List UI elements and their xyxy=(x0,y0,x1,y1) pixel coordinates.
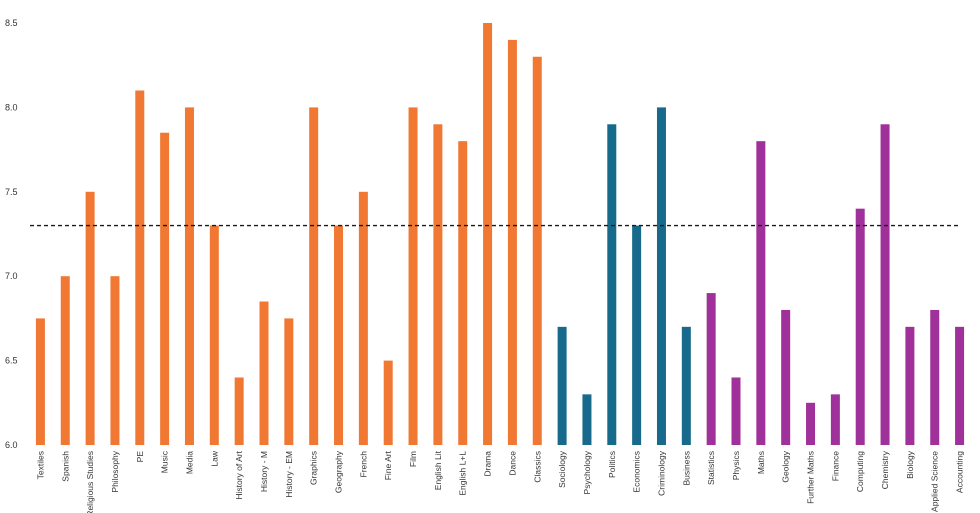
bar-media xyxy=(184,107,194,446)
x-tick-label: History - M xyxy=(259,451,269,492)
x-tick-label: Spanish xyxy=(60,451,70,482)
x-tick-label: Philosophy xyxy=(110,450,120,492)
bar-dance xyxy=(507,39,517,445)
x-tick-label: History of Art xyxy=(234,450,244,499)
y-tick-label: 7.5 xyxy=(5,187,18,197)
x-tick-label: Accounting xyxy=(955,451,965,493)
bar-english-lit xyxy=(433,124,443,445)
bar-chemistry xyxy=(880,124,890,445)
bar-film xyxy=(408,107,418,446)
bar-statistics xyxy=(706,293,716,445)
x-tick-label: Media xyxy=(184,451,194,474)
x-tick-label: Drama xyxy=(483,451,493,477)
x-tick-label: French xyxy=(358,451,368,478)
y-tick-label: 7.0 xyxy=(5,271,18,281)
x-tick-label: PE xyxy=(135,451,145,463)
bar-drama xyxy=(483,23,493,445)
bar-geology xyxy=(781,309,791,445)
bar-graphics xyxy=(309,107,319,446)
x-tick-label: English L+L xyxy=(458,451,468,496)
y-tick-label: 6.5 xyxy=(5,356,18,366)
bars xyxy=(35,23,965,446)
x-tick-label: English Lit xyxy=(433,450,443,490)
x-tick-label: Business xyxy=(681,451,691,486)
bar-french xyxy=(358,191,368,445)
bar-biology xyxy=(905,326,915,445)
bar-classics xyxy=(532,56,542,445)
y-tick-label: 8.0 xyxy=(5,102,18,112)
x-tick-label: Classics xyxy=(532,451,542,483)
x-tick-label: Biology xyxy=(905,450,915,479)
x-tick-label: Graphics xyxy=(309,451,319,485)
x-tick-label: Finance xyxy=(830,451,840,482)
x-tick-label: Law xyxy=(209,450,219,466)
x-tick-label: History - EM xyxy=(284,451,294,498)
x-tick-label: Film xyxy=(408,451,418,467)
x-tick-label: Fine Art xyxy=(383,450,393,480)
x-axis: Textiles Spanish Religious Studies Philosop… xyxy=(35,450,964,513)
bar-applied-science xyxy=(930,309,940,445)
bar-history-em xyxy=(284,318,294,445)
bar-textiles xyxy=(35,318,45,445)
bar-music xyxy=(160,132,170,445)
x-tick-label: Physics xyxy=(731,451,741,480)
x-tick-label: Religious Studies xyxy=(85,451,95,513)
bar-sociology xyxy=(557,326,567,445)
bar-history-of-art xyxy=(234,377,244,445)
x-tick-label: Computing xyxy=(855,451,865,492)
bar-geography xyxy=(334,225,344,445)
x-tick-label: Applied Science xyxy=(930,451,940,512)
bar-english-l-l xyxy=(458,141,468,445)
bar-computing xyxy=(855,208,865,445)
x-tick-label: Geology xyxy=(781,450,791,482)
bar-religious-studies xyxy=(85,191,95,445)
x-tick-label: Geography xyxy=(334,450,344,493)
x-tick-label: Maths xyxy=(756,451,766,474)
y-tick-label: 6.0 xyxy=(5,440,18,450)
y-axis: 6.0 6.5 7.0 7.5 8.0 8.5 xyxy=(5,18,18,450)
bar-psychology xyxy=(582,394,592,445)
bar-pe xyxy=(135,90,145,446)
bar-politics xyxy=(607,124,617,445)
bar-philosophy xyxy=(110,276,120,445)
bar-history-m xyxy=(259,301,269,445)
x-tick-label: Chemistry xyxy=(880,450,890,489)
bar-law xyxy=(209,225,219,445)
bar-economics xyxy=(632,225,642,445)
x-tick-label: Economics xyxy=(632,451,642,493)
x-tick-label: Textiles xyxy=(35,451,45,479)
x-tick-label: Statistics xyxy=(706,451,716,485)
x-tick-label: Further Maths xyxy=(806,451,816,504)
bar-criminology xyxy=(656,107,666,446)
bar-further-maths xyxy=(806,402,816,445)
x-tick-label: Psychology xyxy=(582,450,592,494)
bar-finance xyxy=(830,394,840,445)
y-tick-label: 8.5 xyxy=(5,18,18,28)
x-tick-label: Politics xyxy=(607,451,617,478)
bar-accounting xyxy=(955,326,965,445)
x-tick-label: Dance xyxy=(507,451,517,476)
bar-maths xyxy=(756,141,766,445)
bar-business xyxy=(681,326,691,445)
x-tick-label: Music xyxy=(160,450,170,473)
bar-spanish xyxy=(60,276,70,445)
bar-physics xyxy=(731,377,741,445)
x-tick-label: Sociology xyxy=(557,450,567,488)
x-tick-label: Criminology xyxy=(656,450,666,496)
bar-fine-art xyxy=(383,360,393,445)
